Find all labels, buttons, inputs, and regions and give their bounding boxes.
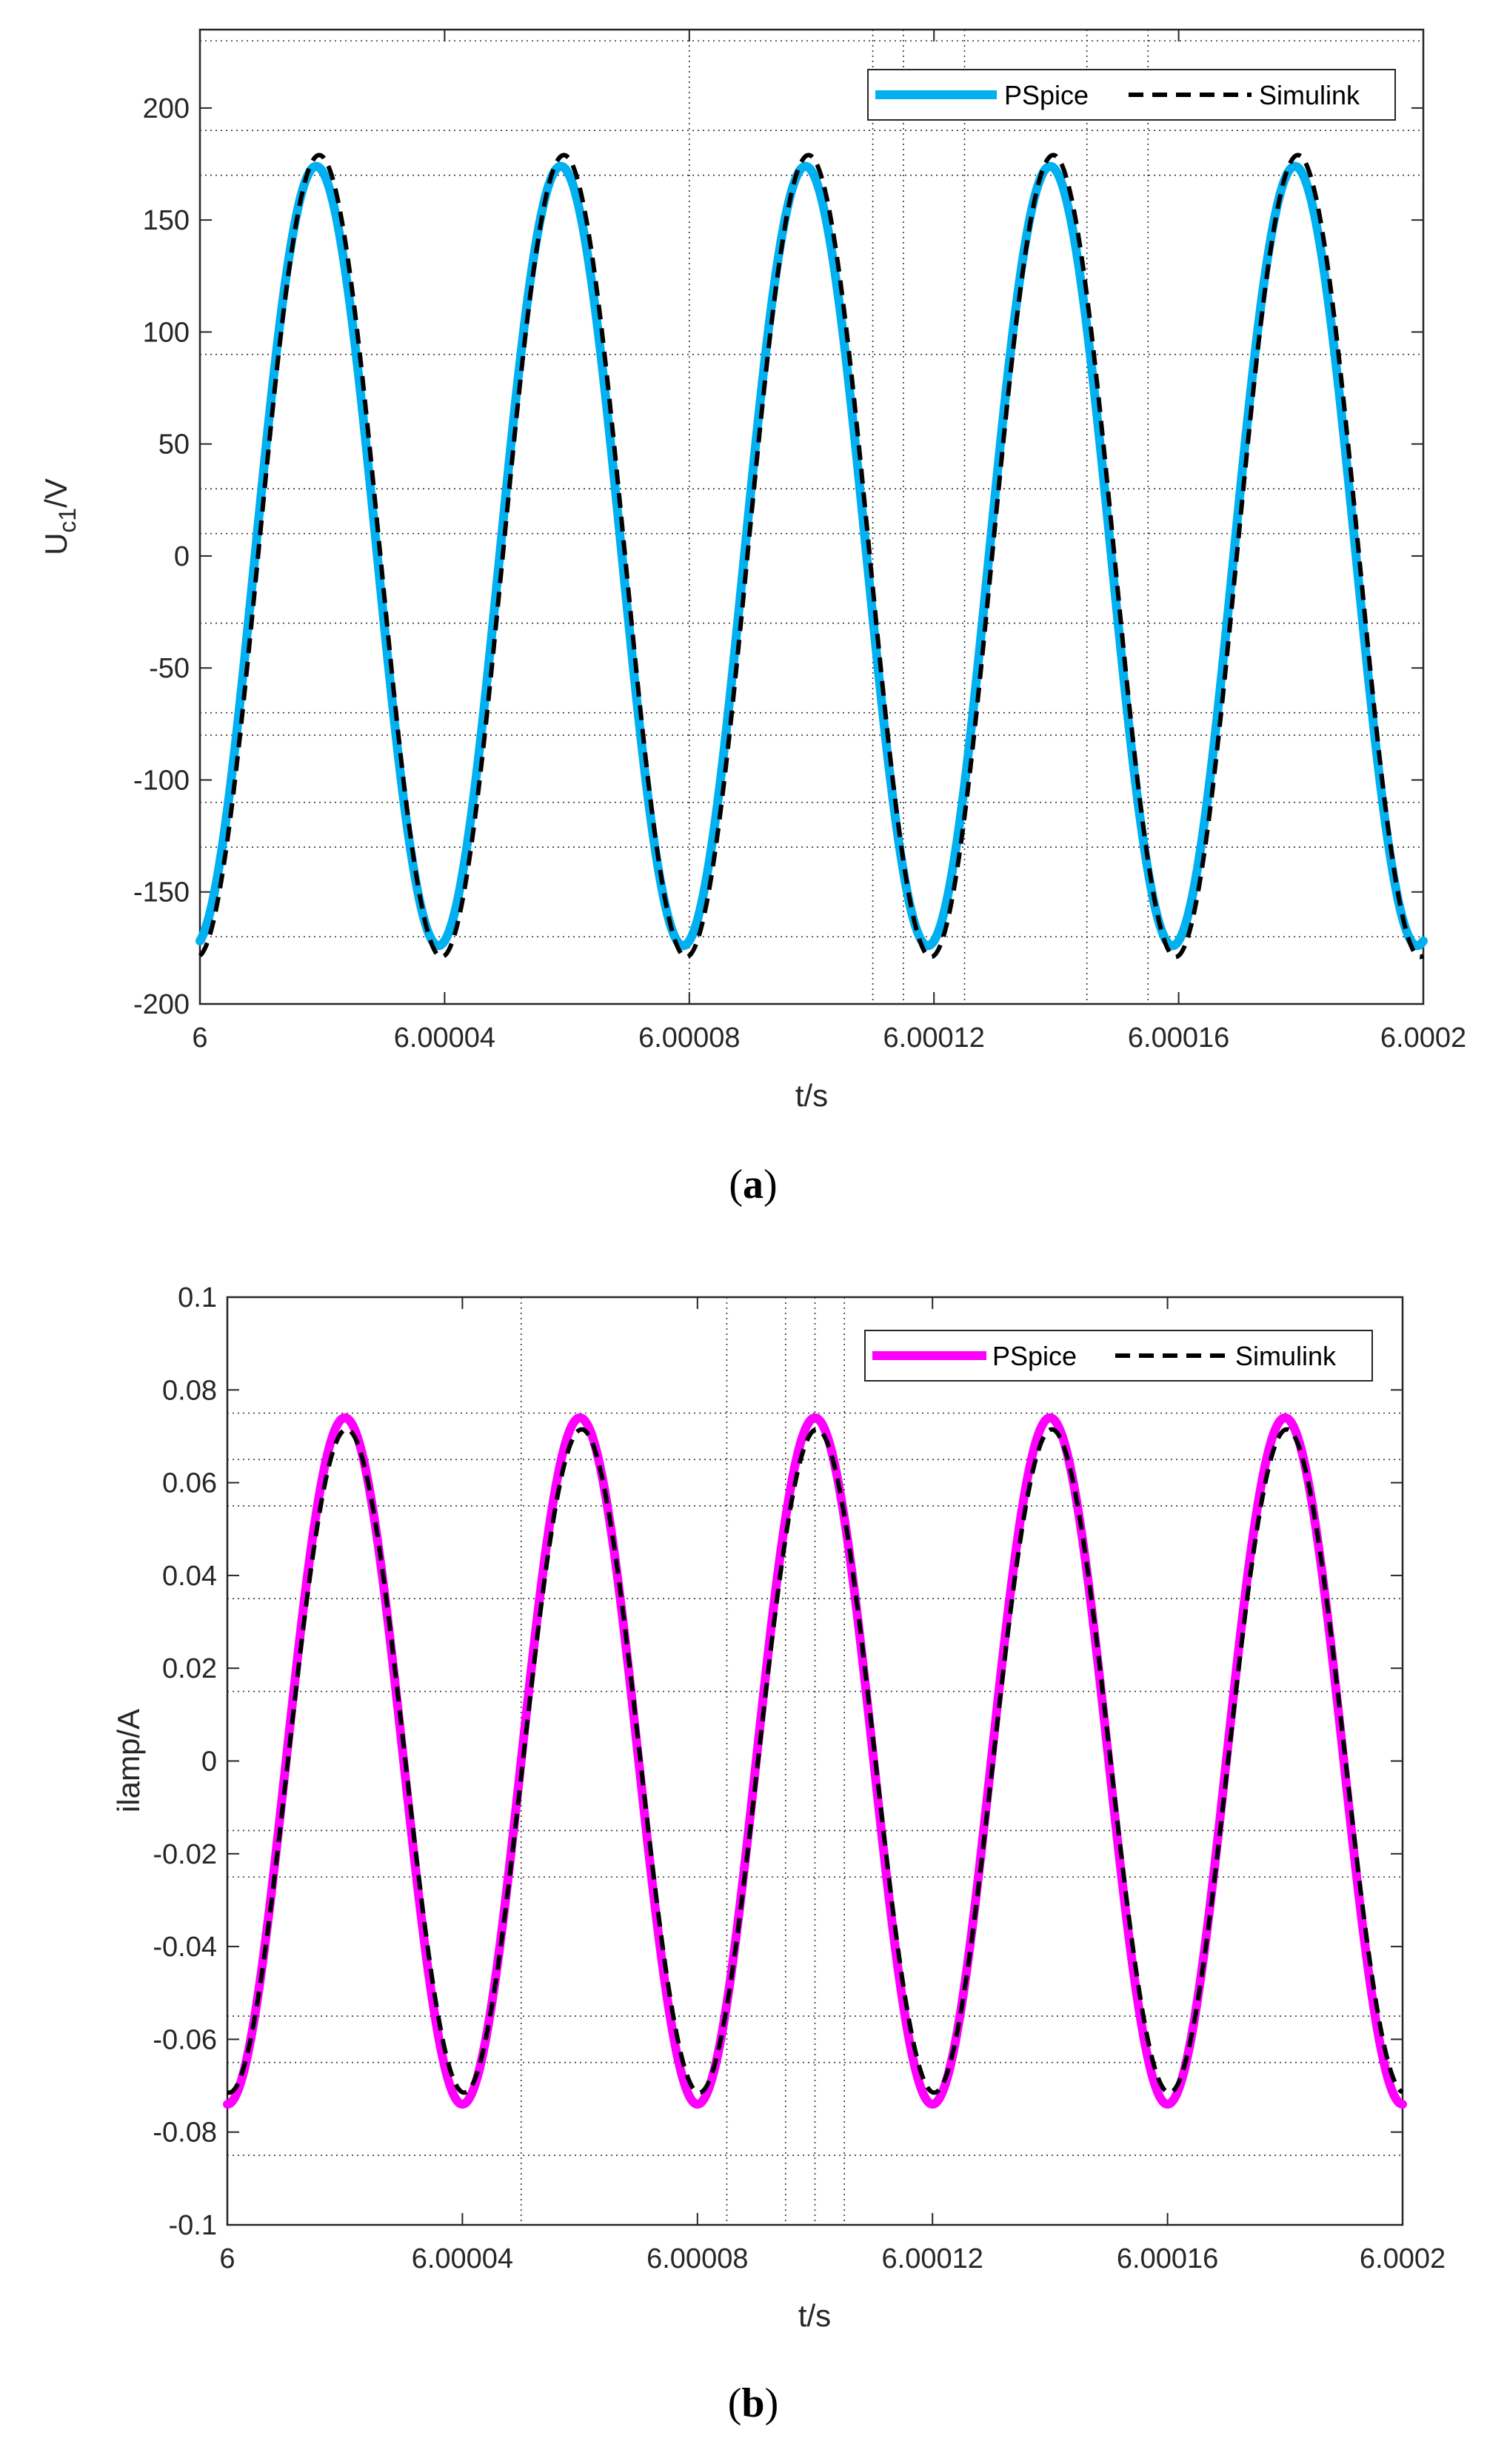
x-tick-label-b-5: 6.0002 xyxy=(1360,2243,1446,2274)
y-tick-label-a-0: 200 xyxy=(143,93,190,124)
y-tick-label-a-8: -200 xyxy=(133,989,190,1020)
x-tick-label-b-4: 6.00016 xyxy=(1117,2243,1218,2274)
legend-a: PSpice Simulink xyxy=(867,69,1396,121)
x-tick-label-b-2: 6.00008 xyxy=(646,2243,748,2274)
y-axis-label-main-a: U xyxy=(39,533,73,555)
x-tick-label-b-1: 6.00004 xyxy=(412,2243,513,2274)
series-line-simulink-a xyxy=(198,153,1425,960)
panel-a: 6 6.00004 6.00008 6.00012 6.00016 6.0002 200 15… xyxy=(39,28,1466,1208)
y-axis-label-b: ilamp/A xyxy=(111,1709,146,1812)
x-tick-label-b-0: 6 xyxy=(219,2243,235,2274)
y-tick-label-b-8: -0.06 xyxy=(153,2024,217,2055)
series-line-pspice-b xyxy=(223,1413,1407,2109)
x-tick-label-a-0: 6 xyxy=(192,1022,207,1054)
y-tick-label-b-7: -0.04 xyxy=(153,1932,217,1963)
y-tick-label-a-5: -50 xyxy=(149,653,190,684)
y-axis-label-sub-a: c1 xyxy=(54,508,81,533)
y-tick-label-b-0: 0.1 xyxy=(178,1282,217,1313)
y-axis-label-tail-a: /V xyxy=(39,478,73,508)
x-tick-label-a-3: 6.00012 xyxy=(883,1022,985,1054)
y-tick-label-a-7: -150 xyxy=(133,877,190,908)
y-tick-label-b-2: 0.06 xyxy=(162,1468,217,1499)
series-b xyxy=(223,1413,1407,2109)
y-tick-label-a-6: -100 xyxy=(133,765,190,796)
ticks-b: 6 6.00004 6.00008 6.00012 6.00016 6.0002 0.1 0.… xyxy=(153,1282,1446,2274)
legend-b: PSpice Simulink xyxy=(864,1330,1373,1382)
x-tick-label-a-2: 6.00008 xyxy=(638,1022,740,1054)
plot-area-a xyxy=(198,28,1425,1005)
y-axis-label-a: Uc1/V xyxy=(39,478,81,555)
x-axis-label-b: t/s xyxy=(798,2298,831,2333)
y-tick-label-b-6: -0.02 xyxy=(153,1839,217,1870)
ticks-a: 6 6.00004 6.00008 6.00012 6.00016 6.0002 200 15… xyxy=(133,30,1466,1054)
caption-b: (b) xyxy=(728,2380,778,2426)
y-tick-label-b-1: 0.08 xyxy=(162,1375,217,1406)
caption-a: (a) xyxy=(729,1162,777,1208)
y-tick-label-a-1: 150 xyxy=(143,205,190,236)
legend-label-pspice-a: PSpice xyxy=(1004,80,1089,110)
legend-label-simulink-b: Simulink xyxy=(1235,1341,1337,1371)
legend-label-pspice-b: PSpice xyxy=(992,1341,1077,1371)
y-tick-label-a-4: 0 xyxy=(174,541,190,572)
dotted-lines-b xyxy=(227,1297,1403,2225)
x-axis-label-a: t/s xyxy=(795,1078,828,1113)
y-tick-label-b-10: -0.1 xyxy=(169,2210,217,2241)
y-tick-label-b-4: 0.02 xyxy=(162,1653,217,1684)
series-a xyxy=(196,153,1428,960)
y-tick-label-a-3: 50 xyxy=(158,429,190,461)
series-line-simulink-b xyxy=(226,1427,1404,2095)
y-tick-label-a-2: 100 xyxy=(143,317,190,348)
legend-label-simulink-a: Simulink xyxy=(1259,80,1360,110)
x-tick-label-a-4: 6.00016 xyxy=(1128,1022,1229,1054)
x-tick-label-b-3: 6.00012 xyxy=(882,2243,983,2274)
y-tick-label-b-3: 0.04 xyxy=(162,1561,217,1592)
x-tick-label-a-1: 6.00004 xyxy=(394,1022,495,1054)
panel-b: 6 6.00004 6.00008 6.00012 6.00016 6.0002 0.1 0.… xyxy=(111,1282,1446,2426)
x-tick-label-a-5: 6.0002 xyxy=(1380,1022,1466,1054)
y-tick-label-b-5: 0 xyxy=(201,1747,217,1778)
y-tick-label-b-9: -0.08 xyxy=(153,2118,217,2149)
